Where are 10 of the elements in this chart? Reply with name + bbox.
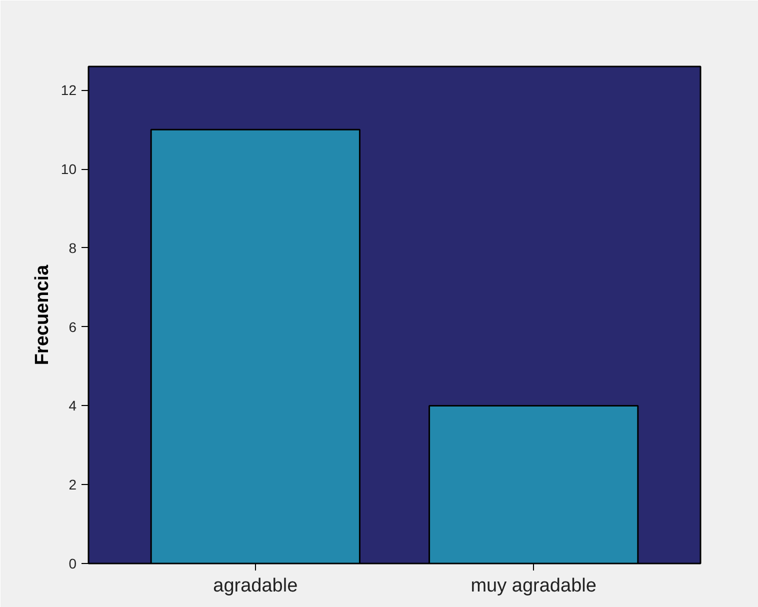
x-tick-label: muy agradable bbox=[470, 576, 596, 596]
y-tick-label: 12 bbox=[60, 82, 77, 98]
y-tick-label: 8 bbox=[68, 240, 77, 256]
y-tick-label: 2 bbox=[68, 476, 77, 493]
y-tick-label: 10 bbox=[60, 161, 77, 178]
y-tick-label: 6 bbox=[68, 318, 77, 335]
x-tick-label: agradable bbox=[213, 576, 298, 596]
y-tick-label: 0 bbox=[68, 556, 77, 572]
y-axis-title: Frecuencia bbox=[32, 264, 53, 366]
y-tick-label: 4 bbox=[68, 398, 77, 414]
